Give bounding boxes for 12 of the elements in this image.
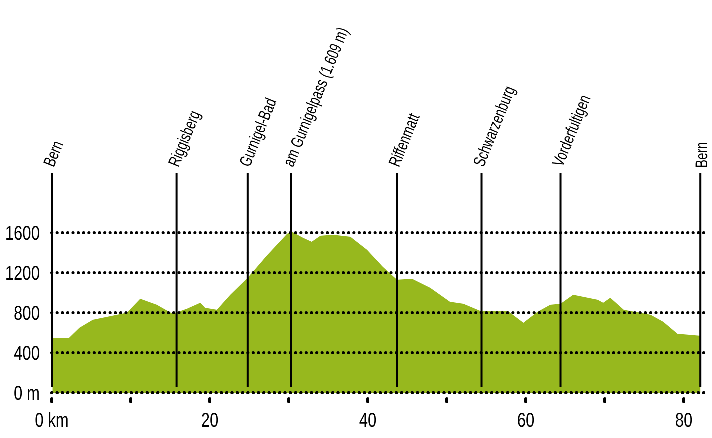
x-tick-label: 80 xyxy=(675,409,693,432)
y-tick-label: 0 m xyxy=(14,382,40,404)
x-tick-label: 0 km xyxy=(35,409,69,432)
y-tick-label: 400 xyxy=(14,342,40,364)
ref-line-label: Bern xyxy=(694,142,712,168)
y-tick-label: 1200 xyxy=(5,262,40,284)
y-tick-label: 800 xyxy=(14,302,40,324)
ref-line-label: Bern xyxy=(41,138,68,170)
y-tick-label: 1600 xyxy=(5,222,40,244)
x-tick-label: 20 xyxy=(201,409,219,432)
x-tick-label: 60 xyxy=(517,409,535,432)
x-tick-label: 40 xyxy=(359,409,377,432)
